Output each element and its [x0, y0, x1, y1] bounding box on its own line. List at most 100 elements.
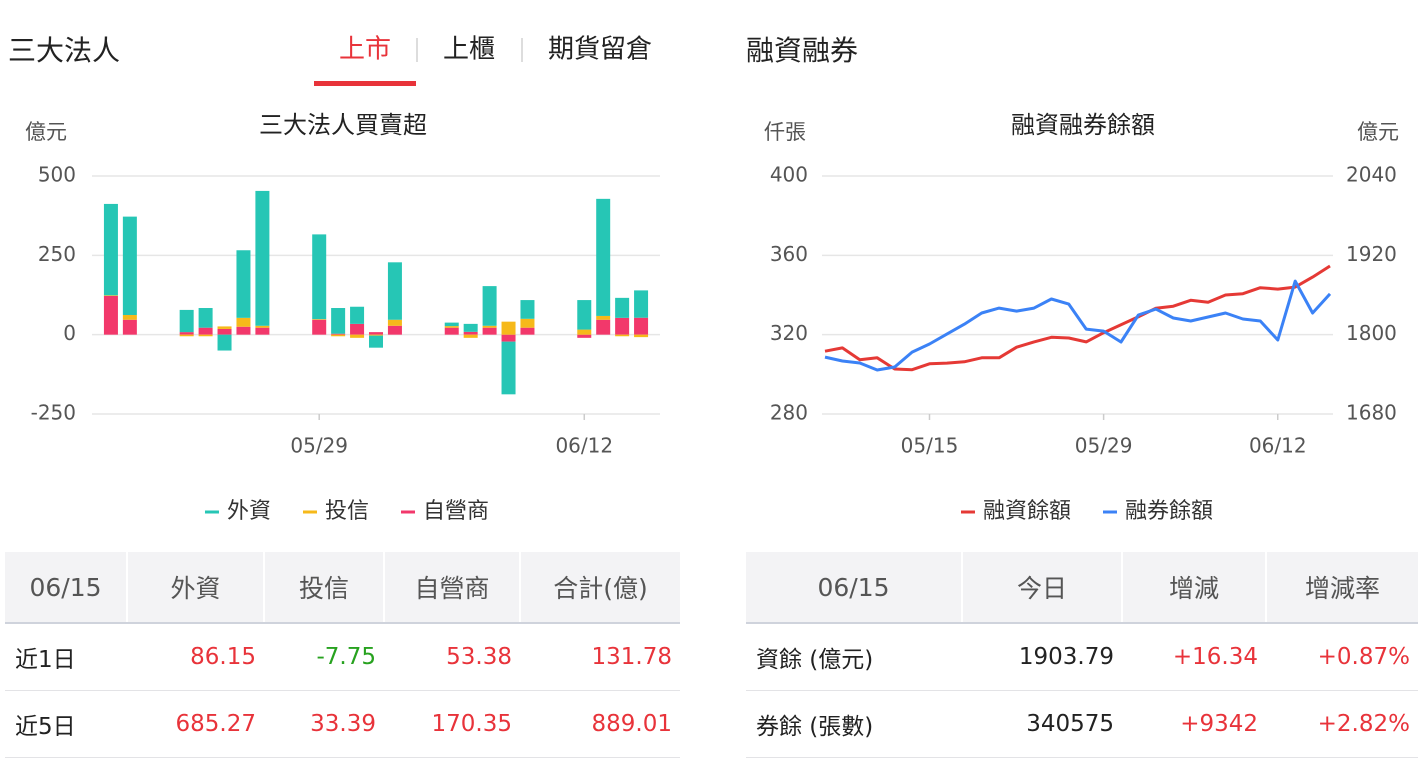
bar-segment — [103, 295, 118, 296]
y-tick-label: -250 — [31, 401, 76, 425]
bar-segment — [577, 329, 592, 335]
chart-title: 融資融券餘額 — [1011, 111, 1155, 139]
bar-segment — [501, 321, 516, 335]
cell: 131.78 — [520, 623, 680, 691]
header-row: 06/15 外資 投信 自營商 合計(億) — [5, 552, 680, 624]
row: 券餘 (張數) 340575 +9342 +2.82% — [746, 690, 1418, 758]
bar-segment — [179, 334, 194, 337]
tab[interactable]: 上市 — [339, 35, 391, 65]
y2-axis-unit: 億元 — [1357, 120, 1399, 144]
legend-label: 投信 — [325, 499, 369, 524]
bar-segment — [387, 319, 402, 326]
bar-segment — [615, 297, 630, 318]
bar-segment — [520, 300, 535, 319]
row-label: 近1日 — [5, 623, 127, 691]
header-cell: 外資 — [127, 552, 265, 624]
bar-segment — [615, 334, 630, 337]
bar-segment — [236, 250, 251, 318]
bar-segment — [217, 326, 232, 329]
header-row: 06/15 今日 增減 增減率 — [746, 552, 1418, 624]
cell: +2.82% — [1266, 690, 1418, 758]
cell: 1903.79 — [962, 623, 1122, 691]
x-tick-label: 05/15 — [901, 434, 959, 458]
y-tick-label: 250 — [38, 242, 76, 266]
y-tick-label: 360 — [770, 242, 808, 266]
y-tick-label: 400 — [770, 163, 808, 187]
cell: 86.15 — [127, 623, 264, 691]
bar-segment — [482, 327, 497, 335]
header-cell: 今日 — [962, 552, 1123, 624]
y2-tick-label: 1920 — [1346, 242, 1397, 266]
x-tick-label: 06/12 — [1249, 434, 1307, 458]
x-tick-label: 05/29 — [290, 434, 348, 458]
bar-segment — [331, 333, 346, 335]
summary-table: 06/15 外資 投信 自營商 合計(億) 近1日 86.15 -7.75 53… — [5, 552, 680, 758]
row-label: 資餘 (億元) — [746, 623, 962, 691]
bar-segment — [198, 327, 213, 335]
bar-segment — [482, 325, 497, 328]
bar-segment — [198, 334, 213, 337]
bar-segment — [501, 341, 516, 395]
legend-label: 融券餘額 — [1125, 499, 1213, 524]
bar-segment — [122, 314, 137, 320]
bar-segment — [236, 326, 251, 335]
cell: +16.34 — [1122, 623, 1266, 691]
bar-segment — [255, 325, 270, 328]
bar-segment — [577, 300, 592, 330]
bar-segment — [596, 315, 611, 320]
bar-segment — [444, 322, 459, 327]
y-tick-label: 0 — [63, 321, 76, 345]
cell: 33.39 — [264, 690, 384, 758]
header-cell: 投信 — [264, 552, 385, 624]
bar-segment — [444, 327, 459, 335]
cell: -7.75 — [264, 623, 384, 691]
bar-segment — [236, 317, 251, 327]
tab[interactable]: 上櫃 — [443, 35, 495, 65]
header-cell: 自營商 — [384, 552, 521, 624]
bar-segment — [615, 317, 630, 335]
row-label: 近5日 — [5, 690, 127, 758]
bar-segment — [463, 323, 478, 332]
bar-segment — [255, 327, 270, 335]
bar-segment — [312, 319, 327, 320]
legend-label: 融資餘額 — [983, 499, 1071, 524]
bar-segment — [255, 190, 270, 326]
tab-underline — [314, 81, 416, 86]
y-tick-label: 280 — [770, 401, 808, 425]
bar-segment — [350, 323, 365, 335]
cell: +9342 — [1122, 690, 1266, 758]
line-series — [824, 264, 1331, 372]
line-series — [824, 279, 1332, 372]
bar-segment — [634, 290, 649, 318]
cell: 889.01 — [520, 690, 680, 758]
y-tick-label: 320 — [770, 321, 808, 345]
panel-title: 融資融券 — [746, 34, 858, 67]
bar-segment — [179, 332, 194, 335]
tab[interactable]: 期貨留倉 — [548, 35, 652, 65]
bar-segment — [387, 325, 402, 335]
x-tick-label: 06/12 — [555, 434, 613, 458]
bar-segment — [331, 308, 346, 334]
bar-segment — [520, 318, 535, 328]
bar-segment — [369, 335, 383, 348]
bar-segment — [179, 309, 194, 333]
panel-title: 三大法人 — [8, 34, 120, 67]
cell: 53.38 — [384, 623, 520, 691]
y2-tick-label: 2040 — [1346, 163, 1397, 187]
row-label: 券餘 (張數) — [746, 690, 962, 758]
bar-segment — [634, 317, 649, 335]
bar-segment — [217, 328, 232, 335]
header-cell: 合計(億) — [520, 552, 680, 624]
y2-tick-label: 1800 — [1346, 321, 1397, 345]
bar-segment — [577, 334, 592, 338]
bar-segment — [350, 334, 365, 338]
chart-title: 三大法人買賣超 — [259, 111, 427, 139]
legend-label: 外資 — [227, 499, 271, 524]
row: 資餘 (億元) 1903.79 +16.34 +0.87% — [746, 623, 1418, 691]
bar-segment — [463, 331, 478, 335]
bar-segment — [634, 334, 649, 338]
y2-tick-label: 1680 — [1346, 401, 1397, 425]
row: 近5日 685.27 33.39 170.35 889.01 — [5, 690, 680, 758]
cell: +0.87% — [1266, 623, 1418, 691]
